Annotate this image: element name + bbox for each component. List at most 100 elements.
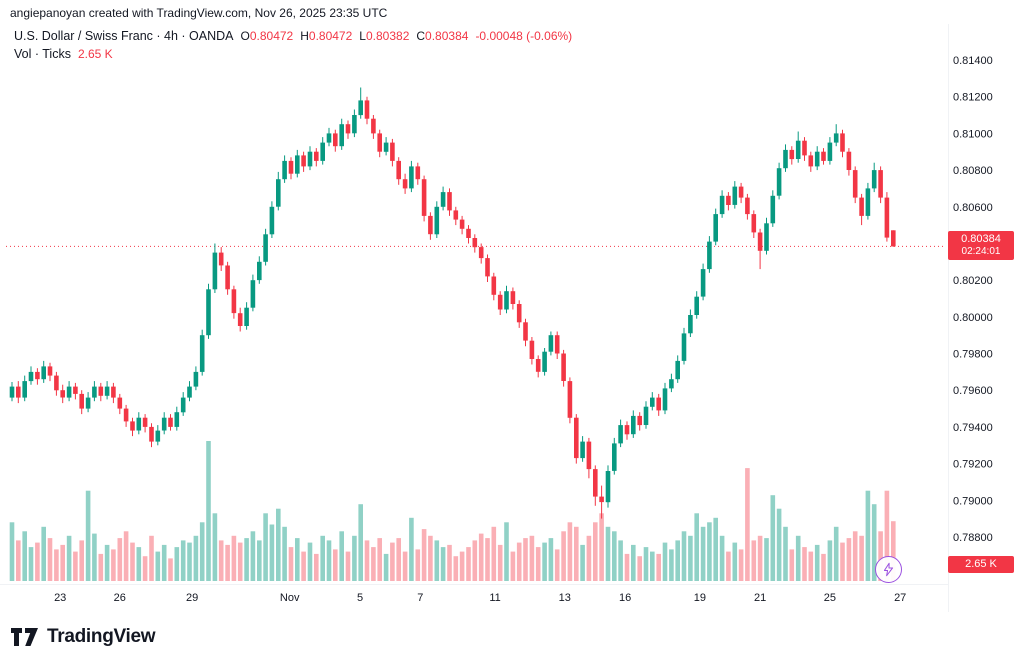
candle-body: [770, 195, 776, 224]
candle-body: [751, 214, 757, 233]
candle-body: [41, 366, 46, 380]
volume-bar: [688, 535, 693, 581]
volume-indicator-label[interactable]: Vol · Ticks: [14, 47, 71, 61]
footer-branding[interactable]: TradingView: [11, 626, 156, 648]
volume-bar: [60, 544, 65, 581]
candle-body: [174, 412, 180, 427]
candle-body: [574, 417, 579, 459]
candle-body: [529, 340, 535, 359]
candlestick-chart[interactable]: 0.814000.812000.810000.808000.806000.804…: [0, 0, 1024, 614]
volume-bar: [98, 553, 104, 581]
candle-body: [593, 469, 598, 497]
candle-body: [802, 140, 807, 156]
candle-body: [789, 149, 795, 160]
volume-bar: [47, 538, 53, 581]
candle-body: [700, 269, 706, 297]
candle-body: [605, 471, 611, 503]
candle-body: [833, 133, 839, 143]
volume-bar: [637, 556, 642, 581]
candle-body: [757, 232, 763, 251]
candle-body: [333, 133, 338, 147]
time-axis-label: 23: [54, 592, 66, 604]
volume-bar: [669, 549, 674, 581]
candle-body: [231, 289, 237, 314]
candle-body: [295, 155, 300, 174]
candle-body: [840, 133, 845, 152]
time-axis-label: 11: [489, 592, 500, 604]
candle-body: [142, 417, 148, 427]
volume-bar: [624, 553, 630, 581]
candle-body: [428, 215, 433, 235]
volume-bar: [168, 558, 173, 581]
volume-bar: [41, 526, 46, 581]
price-axis-label: 0.80600: [953, 202, 993, 214]
volume-bar: [35, 542, 40, 581]
time-axis-label: 16: [619, 592, 631, 604]
volume-bar: [466, 547, 471, 581]
candle-body: [688, 315, 693, 334]
symbol-title[interactable]: U.S. Dollar / Swiss Franc · 4h · OANDA: [14, 29, 234, 43]
candle-body: [421, 179, 427, 216]
candle-body: [669, 379, 674, 389]
volume-bar: [656, 553, 661, 581]
candle-body: [187, 386, 192, 398]
candle-body: [73, 386, 78, 394]
candle-body: [390, 142, 395, 161]
time-axis-label: 5: [357, 592, 363, 604]
candle-body: [783, 149, 788, 169]
volume-bar: [22, 531, 27, 581]
candle-body: [180, 397, 186, 413]
volume-bar: [66, 535, 72, 581]
volume-bar: [320, 535, 325, 581]
volume-bar: [814, 544, 820, 581]
volume-bar: [314, 553, 319, 581]
candle-body: [624, 425, 630, 435]
volume-bar: [643, 547, 649, 581]
candle-body: [719, 195, 725, 215]
candle-body: [884, 197, 890, 238]
volume-bar: [593, 522, 598, 581]
candle-body: [276, 179, 281, 207]
volume-bar: [580, 544, 585, 581]
candle-body: [738, 186, 744, 198]
candle-body: [149, 426, 154, 442]
volume-bar: [295, 538, 300, 581]
volume-bar: [28, 547, 34, 581]
candle-body: [491, 276, 497, 295]
volume-bar: [276, 508, 281, 581]
volume-bar: [92, 533, 97, 581]
volume-bar: [85, 490, 91, 581]
candle-body: [85, 397, 91, 409]
candle-body: [237, 313, 243, 326]
price-axis-label: 0.81000: [953, 128, 993, 140]
volume-bar: [510, 551, 516, 581]
volume-bar: [719, 535, 725, 581]
candle-body: [307, 151, 313, 167]
price-axis-label: 0.79600: [953, 385, 993, 397]
candle-body: [409, 166, 414, 189]
volume-bar: [833, 526, 839, 581]
ohlc-close: C0.80384: [416, 29, 469, 43]
volume-bar: [846, 538, 852, 581]
volume-bar: [865, 490, 871, 581]
volume-bar: [618, 540, 623, 581]
candle-body: [35, 371, 40, 380]
flash-icon-button[interactable]: [875, 556, 902, 583]
volume-bar: [149, 535, 154, 581]
candle-body: [821, 151, 826, 161]
candle-body: [631, 415, 636, 435]
candle-body: [567, 381, 573, 418]
candle-body: [440, 192, 446, 207]
candle-body: [745, 197, 750, 215]
time-axis-label: 29: [186, 592, 198, 604]
volume-bar: [111, 549, 116, 581]
volume-bar: [447, 544, 452, 581]
volume-bar: [288, 547, 294, 581]
volume-bar: [852, 531, 858, 581]
volume-bar: [73, 551, 78, 581]
volume-bar: [421, 529, 427, 581]
price-axis-label: 0.79400: [953, 422, 993, 434]
bar-countdown: 02:24:01: [961, 246, 1001, 258]
candle-body: [314, 151, 319, 161]
volume-bar: [751, 540, 757, 581]
